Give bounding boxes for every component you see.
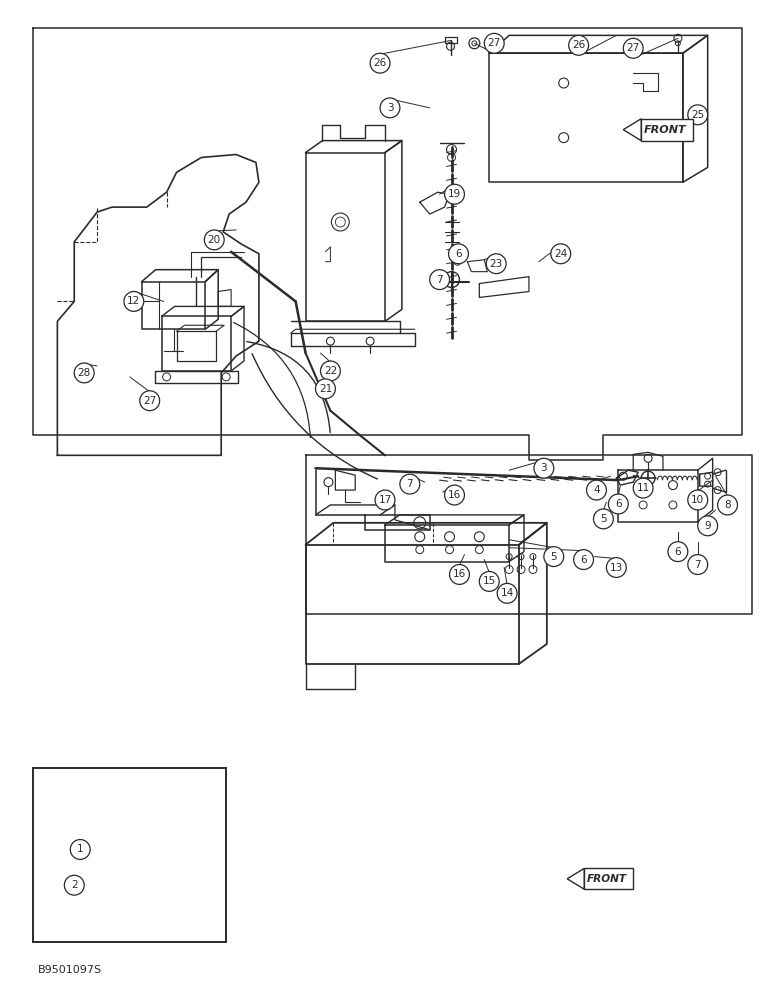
Circle shape [445, 184, 465, 204]
Text: 1: 1 [77, 844, 83, 854]
FancyBboxPatch shape [584, 868, 633, 889]
Circle shape [449, 244, 469, 264]
FancyArrow shape [623, 119, 642, 141]
Circle shape [375, 490, 395, 510]
Text: 17: 17 [378, 495, 391, 505]
Text: B9501097S: B9501097S [38, 965, 102, 975]
Circle shape [550, 244, 571, 264]
Text: 3: 3 [387, 103, 393, 113]
Text: 5: 5 [550, 552, 557, 562]
Text: 7: 7 [407, 479, 413, 489]
Text: 26: 26 [572, 40, 585, 50]
Text: 21: 21 [319, 384, 332, 394]
Text: 25: 25 [691, 110, 704, 120]
Circle shape [140, 391, 160, 411]
Text: 7: 7 [695, 560, 701, 570]
Circle shape [445, 485, 465, 505]
Circle shape [606, 558, 626, 577]
Circle shape [569, 35, 588, 55]
Text: 27: 27 [143, 396, 157, 406]
Text: 27: 27 [627, 43, 640, 53]
Circle shape [124, 292, 144, 311]
FancyBboxPatch shape [642, 119, 692, 141]
Text: 4: 4 [593, 485, 600, 495]
Text: 8: 8 [724, 500, 731, 510]
Circle shape [718, 495, 737, 515]
Text: 12: 12 [127, 296, 141, 306]
Circle shape [668, 542, 688, 562]
Circle shape [688, 490, 708, 510]
FancyArrowPatch shape [234, 323, 310, 438]
Circle shape [698, 516, 718, 536]
Circle shape [479, 571, 499, 591]
Text: 20: 20 [208, 235, 221, 245]
Circle shape [380, 98, 400, 118]
Text: 27: 27 [488, 38, 501, 48]
Circle shape [688, 105, 708, 125]
Circle shape [534, 458, 554, 478]
Text: 28: 28 [77, 368, 91, 378]
Circle shape [484, 33, 504, 53]
Circle shape [316, 379, 335, 399]
Text: 2: 2 [71, 880, 77, 890]
Circle shape [633, 478, 653, 498]
Circle shape [623, 38, 643, 58]
Text: 14: 14 [500, 588, 513, 598]
Circle shape [70, 840, 90, 859]
Text: 19: 19 [448, 189, 461, 199]
Circle shape [688, 555, 708, 574]
Text: 16: 16 [453, 569, 466, 579]
Circle shape [320, 361, 340, 381]
Text: 3: 3 [540, 463, 547, 473]
Text: 5: 5 [600, 514, 607, 524]
Text: FRONT: FRONT [587, 874, 627, 884]
Text: 7: 7 [436, 275, 443, 285]
Text: 11: 11 [636, 483, 650, 493]
Text: 16: 16 [448, 490, 461, 500]
Text: 6: 6 [615, 499, 621, 509]
Text: 24: 24 [554, 249, 567, 259]
Circle shape [74, 363, 94, 383]
Circle shape [587, 480, 606, 500]
Text: 9: 9 [704, 521, 711, 531]
Circle shape [608, 494, 628, 514]
Circle shape [400, 474, 420, 494]
FancyArrowPatch shape [247, 342, 330, 433]
Circle shape [574, 550, 594, 569]
Text: FRONT: FRONT [644, 125, 686, 135]
Text: 15: 15 [482, 576, 496, 586]
Circle shape [64, 875, 84, 895]
Circle shape [486, 254, 506, 274]
FancyArrow shape [567, 868, 584, 889]
Text: 23: 23 [489, 259, 503, 269]
Text: 13: 13 [610, 563, 623, 573]
Circle shape [370, 53, 390, 73]
Circle shape [449, 565, 469, 584]
Text: 26: 26 [374, 58, 387, 68]
Text: 22: 22 [323, 366, 337, 376]
Circle shape [543, 547, 564, 567]
Circle shape [205, 230, 224, 250]
FancyBboxPatch shape [32, 768, 226, 942]
FancyArrowPatch shape [252, 354, 378, 479]
Text: 6: 6 [455, 249, 462, 259]
Circle shape [594, 509, 613, 529]
Circle shape [497, 583, 517, 603]
Circle shape [430, 270, 449, 290]
Text: 6: 6 [675, 547, 681, 557]
Text: 10: 10 [691, 495, 704, 505]
Text: 6: 6 [581, 555, 587, 565]
